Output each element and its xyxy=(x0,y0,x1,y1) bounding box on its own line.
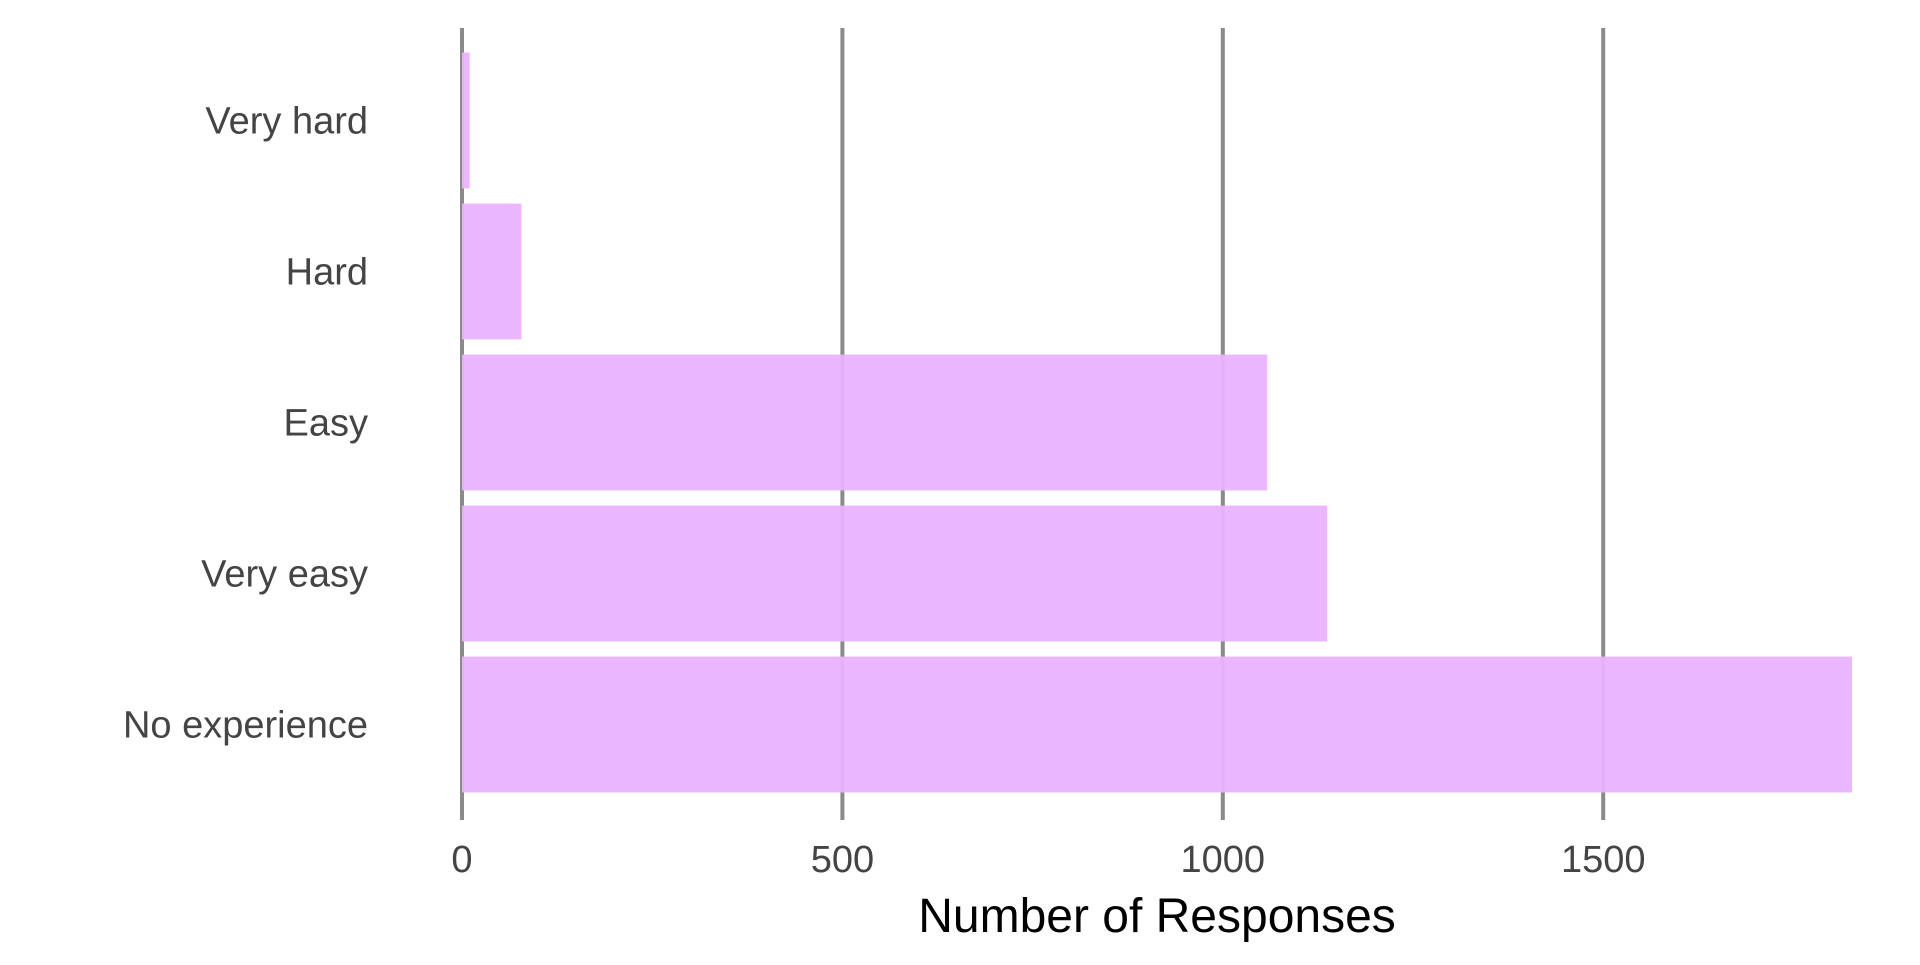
bar-0 xyxy=(462,52,470,189)
x-axis-title: Number of Responses xyxy=(918,890,1396,943)
x-tick-label-1: 500 xyxy=(811,839,874,881)
bar-1 xyxy=(462,203,522,340)
category-label-3: Very easy xyxy=(201,554,368,596)
bars xyxy=(462,52,1852,793)
category-label-2: Easy xyxy=(284,403,368,445)
x-tick-label-2: 1000 xyxy=(1181,839,1266,881)
category-label-0: Very hard xyxy=(205,101,368,143)
x-tick-label-3: 1500 xyxy=(1561,839,1646,881)
category-label-4: No experience xyxy=(123,705,368,747)
category-labels: Very hard Hard Easy Very easy No experience xyxy=(123,101,368,747)
x-tick-labels: 0 500 1000 1500 xyxy=(451,839,1645,881)
bar-2 xyxy=(462,354,1267,491)
x-tick-label-0: 0 xyxy=(451,839,472,881)
bar-3 xyxy=(462,505,1328,642)
bar-4 xyxy=(462,656,1852,793)
category-label-1: Hard xyxy=(286,252,368,294)
